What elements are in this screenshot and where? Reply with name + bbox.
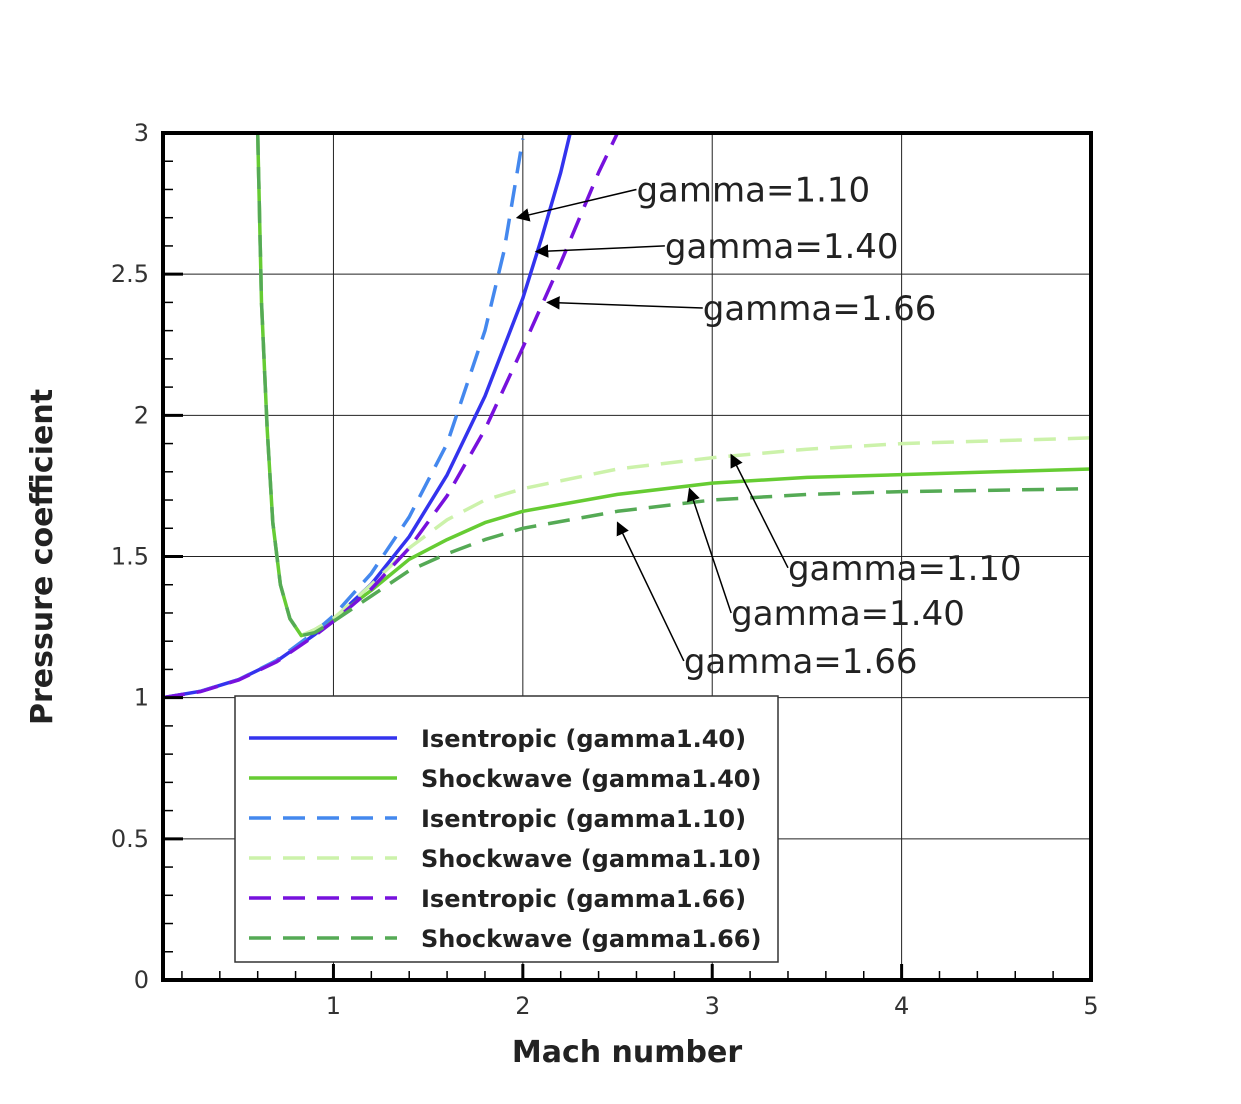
x-tick-label: 3 [705, 992, 720, 1020]
annotation-arrow-3 [730, 453, 789, 569]
legend-label-5: Shockwave (gamma1.66) [421, 925, 761, 953]
annotation-label-2: gamma=1.66 [703, 289, 937, 329]
annotation-label-4: gamma=1.40 [731, 594, 965, 634]
y-axis-title: Pressure coefficient [25, 389, 60, 725]
y-tick-label: 3 [134, 119, 149, 147]
x-tick-label: 4 [894, 992, 909, 1020]
legend-label-1: Shockwave (gamma1.40) [421, 765, 761, 793]
series-line-1 [255, 133, 1091, 638]
annotation-arrow-5 [616, 521, 685, 662]
y-tick-label: 2 [134, 401, 149, 429]
legend-label-0: Isentropic (gamma1.40) [421, 725, 746, 753]
annotation-label-5: gamma=1.66 [684, 642, 918, 682]
y-tick-label: 1.5 [111, 543, 149, 571]
annotation-label-3: gamma=1.10 [788, 549, 1022, 589]
annotation-arrow-4 [686, 487, 732, 614]
legend-label-4: Isentropic (gamma1.66) [421, 885, 746, 913]
y-tick-label: 2.5 [111, 260, 149, 288]
legend: Isentropic (gamma1.40) Shockwave (gamma1.… [234, 695, 779, 963]
annotation-arrow-2 [546, 296, 703, 310]
x-axis-title: Mach number [512, 1035, 742, 1070]
x-tick-label: 5 [1083, 992, 1098, 1020]
annotations: gamma=1.10 gamma=1.40 gamma=1.66 gamma=1.10… [515, 170, 1022, 682]
legend-label-3: Shockwave (gamma1.10) [421, 845, 761, 873]
axis-ticks: 1 2 3 4 5 0 0.5 1 1.5 2 2.5 3 [111, 119, 1099, 1020]
annotation-label-0: gamma=1.10 [636, 170, 870, 210]
y-tick-label: 0.5 [111, 825, 149, 853]
y-tick-label: 1 [134, 684, 149, 712]
annotation-arrow-0 [515, 188, 637, 222]
annotation-label-1: gamma=1.40 [665, 227, 899, 267]
x-tick-label: 1 [326, 992, 341, 1020]
legend-box [234, 695, 779, 963]
series-line-3 [255, 133, 1091, 638]
x-tick-label: 2 [515, 992, 530, 1020]
legend-label-2: Isentropic (gamma1.10) [421, 805, 746, 833]
series-line-5 [255, 133, 1091, 638]
series-line-4 [163, 133, 620, 700]
y-tick-label: 0 [134, 966, 149, 994]
annotation-arrow-1 [534, 244, 665, 258]
